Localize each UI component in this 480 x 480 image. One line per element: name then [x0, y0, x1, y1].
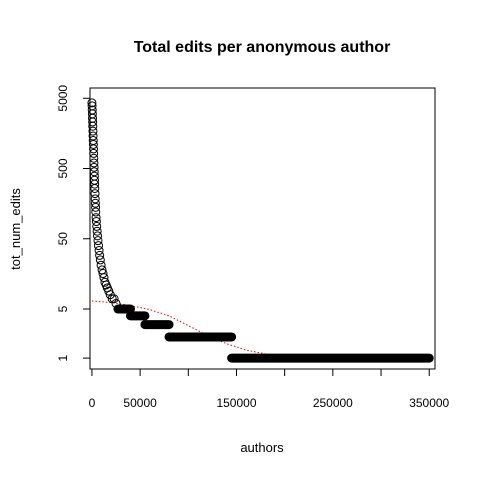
data-point [90, 198, 100, 208]
data-point [92, 221, 102, 231]
x-axis: 0 50000 150000 250000 350000 [89, 368, 450, 410]
data-point [98, 269, 108, 279]
data-point [90, 183, 100, 193]
x-tick-label: 150000 [216, 396, 256, 410]
data-point [88, 126, 98, 136]
y-tick-label: 500 [56, 158, 70, 178]
data-point [87, 98, 97, 108]
x-axis-label: authors [240, 440, 284, 455]
data-point [90, 194, 100, 204]
y-tick-label: 5 [56, 305, 70, 312]
data-point [93, 241, 103, 251]
data-point [88, 121, 98, 131]
y-tick-label: 5000 [56, 85, 70, 112]
data-point [91, 202, 101, 212]
data-point [91, 217, 101, 227]
x-tick-label: 250000 [313, 396, 353, 410]
y-axis-label: tot_num_edits [8, 188, 23, 270]
data-point [109, 294, 119, 304]
data-point [89, 158, 99, 168]
data-point [94, 246, 104, 256]
chart-title: Total edits per anonymous author [134, 39, 391, 56]
data-point [95, 250, 105, 260]
data-point [96, 260, 106, 270]
y-tick-label: 50 [56, 232, 70, 246]
data-point [90, 179, 100, 189]
data-point [88, 117, 98, 127]
data-point [89, 162, 99, 172]
data-point [88, 139, 98, 149]
data-point [89, 153, 99, 163]
data-point [93, 231, 103, 241]
data-point [92, 226, 102, 236]
data-point [90, 189, 100, 199]
data-point [91, 213, 101, 223]
data-point [89, 167, 99, 177]
data-points [87, 98, 434, 363]
x-tick-label: 350000 [409, 396, 449, 410]
data-point [91, 207, 101, 217]
data-point [95, 255, 105, 265]
x-tick-label: 50000 [123, 396, 157, 410]
data-point [89, 148, 99, 158]
x-tick-label: 0 [89, 396, 96, 410]
data-point [89, 144, 99, 154]
data-point [93, 236, 103, 246]
y-tick-label: 1 [56, 354, 70, 361]
